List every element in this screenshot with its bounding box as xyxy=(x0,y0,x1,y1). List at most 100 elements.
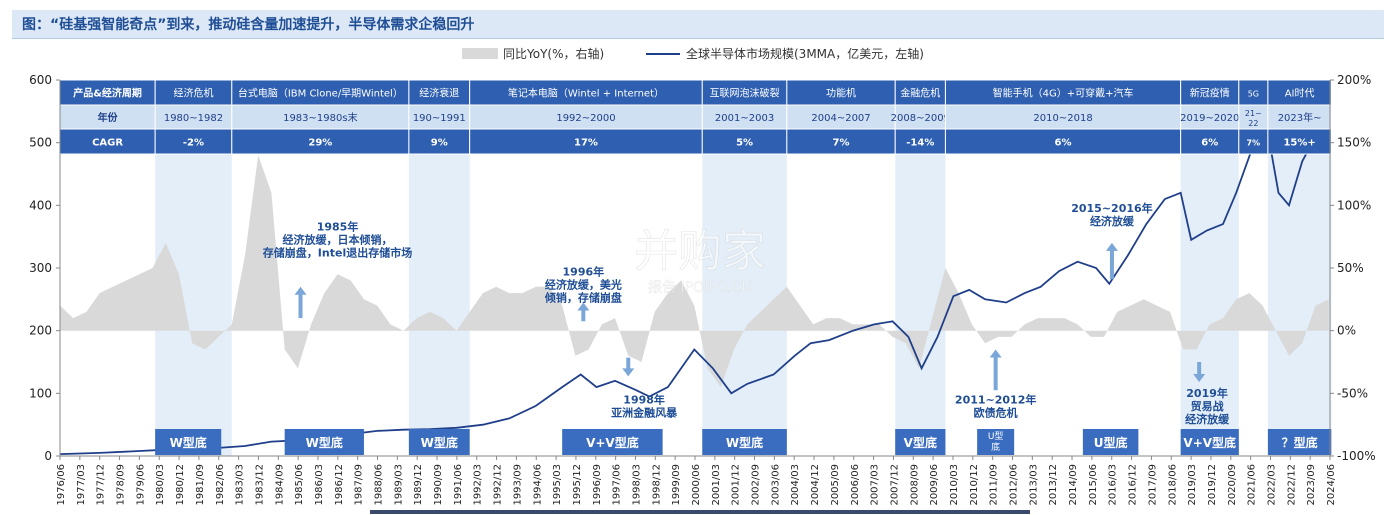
header-cagr-0: -2% xyxy=(183,138,204,149)
legend: 同比YoY(%，右轴) 全球半导体市场规模(3MMA，亿美元，左轴) xyxy=(462,46,924,61)
legend-label-yoy: 同比YoY(%，右轴) xyxy=(503,46,604,61)
header-cell-cagr-5 xyxy=(786,128,896,155)
x-tick-label-0: 1976/06 xyxy=(56,464,67,506)
header-years-7: 2010~2018 xyxy=(1033,113,1092,124)
trough-label-2: W型底 xyxy=(421,435,458,450)
header-cell-years-0 xyxy=(154,104,233,130)
y-tick-label-1: 100 xyxy=(29,386,52,400)
header-cell-years-1 xyxy=(231,104,410,130)
x-tick-label-26: 1995/12 xyxy=(572,464,583,506)
x-tick-label-61: 2022/03 xyxy=(1266,464,1277,506)
x-tick-label-37: 2004/03 xyxy=(790,464,801,506)
annotation-1-line-1: 经济放缓，美光 xyxy=(545,278,622,292)
x-tick-label-24: 1994/06 xyxy=(532,464,543,506)
x-tick-label-47: 2011/09 xyxy=(989,464,1000,506)
annotation-1-line-2: 倾销，存储崩盘 xyxy=(544,291,622,305)
y2-tick-label-2: 0% xyxy=(1337,324,1356,338)
header-product-4: 互联网泡沫破裂 xyxy=(710,87,780,100)
x-tick-label-35: 2002/09 xyxy=(751,464,762,506)
header-cell-years-2 xyxy=(408,104,471,130)
header-product-3: 笔记本电脑（Wintel + Internet） xyxy=(508,87,664,100)
header-years-9: 21~ 22 xyxy=(1245,109,1262,128)
y-tick-label-0: 0 xyxy=(44,449,52,463)
annotation-5-arrow-head xyxy=(1193,374,1206,383)
header-cell-cagr-3 xyxy=(469,128,703,155)
x-tick-label-1: 1977/03 xyxy=(76,464,87,506)
x-tick-label-34: 2001/12 xyxy=(731,464,742,506)
trough-box-1 xyxy=(284,429,364,455)
y-tick-label-5: 500 xyxy=(29,136,52,150)
annotation-5-line-1: 贸易战 xyxy=(1191,399,1224,413)
header-cagr-4: 5% xyxy=(736,138,753,149)
annotation-2-line-1: 亚洲金融风暴 xyxy=(611,405,678,419)
header-cagr-1: 29% xyxy=(308,138,332,149)
x-tick-label-32: 2000/06 xyxy=(691,464,702,506)
x-tick-label-60: 2021/06 xyxy=(1247,464,1258,506)
y-tick-label-2: 200 xyxy=(29,324,52,338)
x-tick-label-29: 1998/03 xyxy=(631,464,642,506)
y2-tick-label-3: 50% xyxy=(1337,261,1364,275)
x-tick-label-2: 1977/12 xyxy=(96,464,107,506)
y2-tick-label-4: 100% xyxy=(1337,198,1371,212)
annotation-3-line-0: 2011~2012年 xyxy=(955,392,1036,406)
x-tick-label-62: 2022/12 xyxy=(1286,464,1297,506)
x-tick-label-57: 2019/03 xyxy=(1187,464,1198,506)
x-tick-label-40: 2006/06 xyxy=(850,464,861,506)
x-tick-label-45: 2010/03 xyxy=(949,464,960,506)
x-tick-label-9: 1983/03 xyxy=(235,464,246,506)
series-yoy-area xyxy=(60,155,1329,388)
x-tick-label-41: 2007/03 xyxy=(870,464,881,506)
trough-box-7 xyxy=(1082,429,1139,455)
header-cell-product-5 xyxy=(786,79,896,106)
legend-swatch-yoy xyxy=(462,48,498,59)
x-tick-label-50: 2013/12 xyxy=(1048,464,1059,506)
header-cell-product-7 xyxy=(944,79,1182,106)
trough-label-7: U型底 xyxy=(1094,435,1128,450)
y2-tick-label-6: 200% xyxy=(1337,73,1371,87)
header-row-label-2: CAGR xyxy=(92,138,123,149)
x-tick-label-4: 1979/06 xyxy=(135,464,146,506)
x-tick-label-52: 2015/06 xyxy=(1088,464,1099,506)
header-years-3: 1992~2000 xyxy=(556,113,615,124)
trough-box-9 xyxy=(1267,429,1332,455)
header-years-6: 2008~2009 xyxy=(891,113,950,124)
header-cagr-6: -14% xyxy=(906,138,934,149)
x-tick-label-55: 2017/09 xyxy=(1147,464,1158,506)
x-tick-label-36: 2003/06 xyxy=(770,464,781,506)
trough-box-6 xyxy=(977,429,1015,455)
header-cell-cagr-0 xyxy=(154,128,233,155)
title-bar: 图：“硅基强智能奇点”到来，推动硅含量加速提升，半导体需求企稳回升 xyxy=(12,10,1384,39)
x-tick-label-54: 2016/12 xyxy=(1128,464,1139,506)
x-tick-label-17: 1989/03 xyxy=(393,464,404,506)
header-product-1: 台式电脑（IBM Clone/早期Wintel） xyxy=(238,87,403,100)
header-cell-years-3 xyxy=(469,104,703,130)
x-tick-label-56: 2018/06 xyxy=(1167,464,1178,506)
annotation-1-line-0: 1996年 xyxy=(563,265,605,279)
x-tick-label-14: 1986/12 xyxy=(334,464,345,506)
header-cell-cagr-7 xyxy=(944,128,1182,155)
x-tick-label-16: 1988/06 xyxy=(374,464,385,506)
semiconductor-cycle-chart: 同比YoY(%，右轴) 全球半导体市场规模(3MMA，亿美元，左轴) 产品&经济周期… xyxy=(29,46,1376,506)
annotation-0-arrow-head xyxy=(294,286,307,295)
header-cell-years-5 xyxy=(786,104,896,130)
header-cagr-2: 9% xyxy=(431,138,448,149)
page-title: 图：“硅基强智能奇点”到来，推动硅含量加速提升，半导体需求企稳回升 xyxy=(22,17,475,33)
annotation-0-line-2: 存储崩盘，Intel退出存储市场 xyxy=(263,245,412,259)
header-cell-product-3 xyxy=(469,79,703,106)
trough-label-1: W型底 xyxy=(306,435,343,450)
annotation-1-arrow-head xyxy=(577,302,590,311)
x-tick-label-13: 1986/03 xyxy=(314,464,325,506)
bottom-scroll-strip xyxy=(370,510,1030,514)
header-cell-cagr-4 xyxy=(701,128,788,155)
header-product-5: 功能机 xyxy=(826,87,856,100)
x-tick-label-11: 1984/09 xyxy=(274,464,285,506)
x-tick-label-59: 2020/09 xyxy=(1227,464,1238,506)
trough-label-5: V型底 xyxy=(904,435,937,450)
x-tick-label-30: 1998/12 xyxy=(651,464,662,506)
x-tick-label-20: 1991/06 xyxy=(453,464,464,506)
x-tick-label-10: 1983/12 xyxy=(254,464,265,506)
